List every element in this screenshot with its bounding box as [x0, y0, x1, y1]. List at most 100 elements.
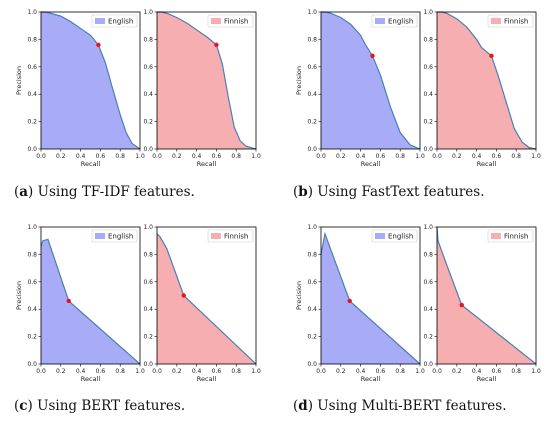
y-tick-label: 0.8 [423, 36, 433, 43]
y-tick-label: 0.2 [423, 119, 433, 126]
legend-label: Finnish [504, 233, 528, 241]
y-tick-label: 0.8 [307, 251, 317, 258]
y-tick-label: 0.4 [423, 91, 433, 98]
caption-c-letter: c [19, 398, 28, 414]
x-tick-label: 0.0 [152, 368, 162, 375]
x-axis-label: Recall [361, 375, 381, 383]
legend-label: English [388, 18, 413, 26]
pr-curve [157, 11, 257, 150]
y-tick-label: 0.2 [143, 119, 153, 126]
y-axis-label: Precision [295, 281, 303, 310]
legend-swatch [375, 233, 385, 239]
x-tick-label: 0.2 [452, 153, 462, 160]
y-tick-label: 1.0 [143, 224, 153, 231]
caption-a: (a) Using TF-IDF features. [14, 184, 195, 200]
y-tick-label: 0.0 [143, 361, 153, 368]
axes-frame [436, 11, 537, 150]
y-tick-label: 0.4 [143, 306, 153, 313]
x-tick-label: 0.0 [432, 368, 442, 375]
y-tick-label: 0.2 [307, 119, 317, 126]
x-tick-label: 0.6 [212, 153, 222, 160]
y-tick-label: 1.0 [27, 9, 37, 16]
x-tick-label: 0.2 [336, 368, 346, 375]
y-tick-label: 0.6 [423, 279, 433, 286]
x-tick-label: 0.6 [492, 368, 502, 375]
x-tick-label: 0.2 [452, 368, 462, 375]
caption-b-letter: b [298, 184, 308, 200]
axes-frame [40, 11, 141, 150]
y-tick-label: 0.2 [143, 334, 153, 341]
pr-curve [320, 231, 421, 365]
legend-swatch [95, 233, 105, 239]
operating-point-marker [489, 53, 494, 59]
y-tick-label: 0.4 [143, 91, 153, 98]
y-tick-label: 1.0 [27, 224, 37, 231]
x-tick-label: 0.4 [192, 153, 202, 160]
legend-label: Finnish [224, 18, 248, 26]
pr-curve [321, 11, 421, 150]
pr-curve [156, 233, 257, 365]
pr-area [321, 12, 420, 149]
caption-a-text: ) Using TF-IDF features. [28, 184, 195, 200]
caption-b: (b) Using FastText features. [293, 184, 485, 200]
y-tick-label: 0.4 [307, 91, 317, 98]
y-tick-label: 0.0 [143, 146, 153, 153]
pr-curve [40, 238, 141, 365]
y-tick-label: 0.4 [423, 306, 433, 313]
y-tick-label: 0.0 [27, 361, 37, 368]
x-tick-label: 0.2 [172, 153, 182, 160]
subplot-a-english: 0.0 0.2 0.4 0.6 0.8 1.0 0.0 0.2 0.4 0.6 0.8 1.0 Reca… [15, 9, 145, 168]
y-tick-label: 0.6 [27, 64, 37, 71]
x-tick-label: 0.8 [115, 153, 125, 160]
legend-label: Finnish [224, 233, 248, 241]
x-tick-label: 1.0 [415, 153, 425, 160]
x-tick-label: 0.4 [76, 153, 86, 160]
caption-d-letter: d [298, 398, 308, 414]
legend-label: Finnish [504, 18, 528, 26]
y-tick-label: 0.6 [143, 64, 153, 71]
pr-curve [436, 226, 537, 365]
pr-area [41, 12, 140, 149]
x-tick-label: 1.0 [135, 368, 145, 375]
x-tick-label: 1.0 [251, 153, 261, 160]
y-tick-label: 0.6 [27, 279, 37, 286]
y-tick-label: 0.0 [307, 361, 317, 368]
operating-point-marker [214, 42, 219, 48]
y-tick-label: 0.8 [307, 36, 317, 43]
x-tick-label: 0.4 [76, 368, 86, 375]
x-tick-label: 0.2 [56, 368, 66, 375]
y-tick-label: 1.0 [423, 9, 433, 16]
x-tick-label: 0.6 [212, 368, 222, 375]
axes-frame [156, 226, 257, 365]
x-tick-label: 0.0 [316, 153, 326, 160]
y-tick-label: 0.6 [307, 64, 317, 71]
x-axis-label: Recall [197, 160, 217, 168]
x-tick-label: 0.8 [395, 153, 405, 160]
subplot-b-english: 0.0 0.2 0.4 0.6 0.8 1.0 0.0 0.2 0.4 0.6 0.8 1.0 Reca… [295, 9, 425, 168]
pr-area [157, 233, 256, 364]
y-tick-label: 0.2 [307, 334, 317, 341]
caption-b-text: ) Using FastText features. [307, 184, 485, 200]
y-tick-label: 0.4 [27, 306, 37, 313]
y-tick-label: 1.0 [307, 9, 317, 16]
caption-c: (c) Using BERT features. [14, 398, 186, 414]
x-tick-label: 1.0 [251, 368, 261, 375]
y-tick-label: 1.0 [143, 9, 153, 16]
operating-point-marker [181, 293, 186, 298]
y-tick-label: 0.0 [423, 361, 433, 368]
x-tick-label: 1.0 [415, 368, 425, 375]
x-tick-label: 0.4 [472, 368, 482, 375]
x-tick-label: 0.0 [432, 153, 442, 160]
y-tick-label: 1.0 [423, 224, 433, 231]
x-tick-label: 0.0 [316, 368, 326, 375]
y-tick-label: 0.8 [423, 251, 433, 258]
y-tick-label: 0.8 [27, 251, 37, 258]
y-tick-label: 0.6 [423, 64, 433, 71]
x-axis-label: Recall [361, 160, 381, 168]
pr-area [437, 12, 536, 149]
x-axis-label: Recall [477, 160, 497, 168]
y-axis-label: Precision [295, 66, 303, 95]
x-tick-label: 0.6 [376, 368, 386, 375]
x-axis-label: Recall [81, 375, 101, 383]
